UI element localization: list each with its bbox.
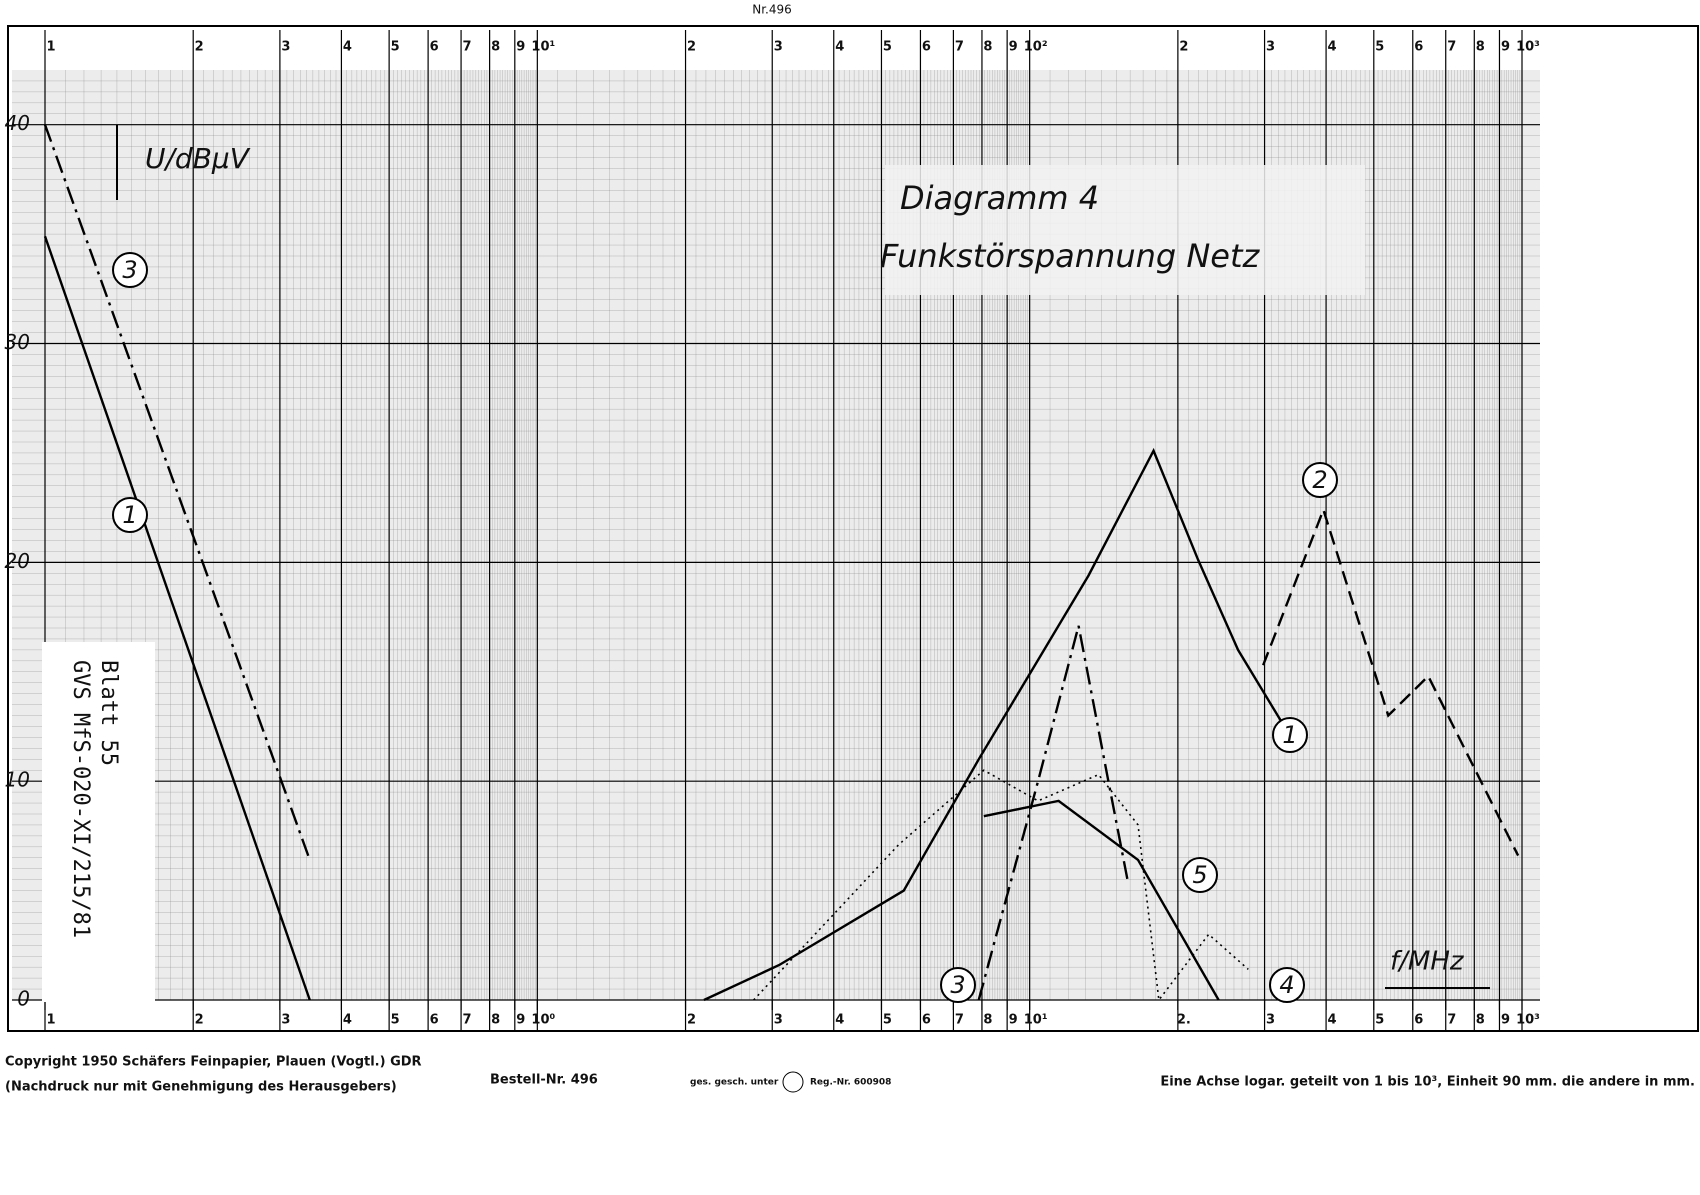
x-tick-label: 6 — [430, 40, 439, 55]
curve-label: 3 — [122, 256, 137, 284]
footer-copyright: Copyright 1950 Schäfers Feinpapier, Plau… — [5, 1055, 422, 1070]
x-tick-label: 7 — [1447, 1013, 1456, 1028]
x-tick-label: 5 — [1375, 1013, 1384, 1028]
chart-subtitle: Funkstörspannung Netz — [880, 237, 1261, 275]
stamp-line: GVS MfS-020-XI/215/81 — [68, 660, 93, 938]
curve — [43, 124, 1129, 1001]
x-tick-label: 3 — [281, 1013, 290, 1028]
header: Nr.496 — [752, 3, 792, 17]
footer-emblem — [782, 1071, 804, 1093]
x-tick-label: 2 — [687, 1013, 696, 1028]
x-tick-label: 8 — [983, 1013, 992, 1028]
curve-label: 3 — [950, 971, 965, 999]
x-tick-label: 4 — [835, 1013, 844, 1028]
x-tick-label: 9 — [1501, 1013, 1510, 1028]
curve-label: 1 — [1282, 721, 1297, 749]
x-tick-label: 1 — [46, 40, 55, 55]
curve-label: 1 — [122, 501, 137, 529]
curve — [43, 235, 1285, 1002]
x-tick-label: 7 — [955, 40, 964, 55]
x-axis-label: f/MHz — [1390, 947, 1465, 977]
x-tick-label: 2 — [1179, 40, 1188, 55]
x-tick-label: 6 — [430, 1013, 439, 1028]
x-tick-label: 4 — [1328, 40, 1337, 55]
x-tick-label: 3 — [774, 40, 783, 55]
x-tick-label: 3 — [774, 1013, 783, 1028]
x-tick-label: 4 — [1328, 1013, 1337, 1028]
x-tick-label: 9 — [516, 40, 525, 55]
x-tick-label: 2 — [195, 40, 204, 55]
x-tick-label: 7 — [463, 1013, 472, 1028]
curve-label-circle — [1272, 717, 1308, 753]
x-tick-label: 6 — [922, 40, 931, 55]
y-tick-label: 10 — [5, 768, 30, 792]
x-tick-label: 8 — [491, 1013, 500, 1028]
x-tick-label: 7 — [463, 40, 472, 55]
x-tick-label: 5 — [391, 1013, 400, 1028]
x-tick-label: 10⁰ — [531, 1013, 555, 1028]
x-tick-label: 4 — [343, 40, 352, 55]
x-tick-label: 5 — [1375, 40, 1384, 55]
x-tick-label: 10¹ — [531, 40, 555, 55]
plot: 1 1 2 3 3 4 5 — [43, 124, 1520, 1003]
x-tick-label: 1 — [46, 1013, 55, 1028]
footer-protected: ges. gesch. unter — [690, 1078, 779, 1088]
x-tick-label: 9 — [1009, 1013, 1018, 1028]
curve-label: 5 — [1192, 861, 1207, 889]
y-tick-label: 40 — [5, 111, 30, 135]
curve — [1262, 506, 1520, 857]
stamp-box — [42, 642, 155, 1002]
x-tick-label: 9 — [1501, 40, 1510, 55]
x-tick-label: 2 — [687, 40, 696, 55]
x-tick-label: 8 — [983, 40, 992, 55]
footer-reg: Reg.-Nr. 600908 — [810, 1078, 891, 1088]
x-tick-label: 5 — [391, 40, 400, 55]
x-tick-label: 9 — [1009, 40, 1018, 55]
curve-label-circle — [1302, 462, 1338, 498]
curve-label-circle — [1182, 857, 1218, 893]
x-tick-label: 5 — [883, 1013, 892, 1028]
y-tick-label: 0 — [17, 987, 30, 1011]
x-tick-label: 7 — [1447, 40, 1456, 55]
x-tick-label: 6 — [1414, 40, 1423, 55]
y-tick-label: 20 — [5, 549, 30, 573]
x-tick-label: 6 — [922, 1013, 931, 1028]
footer-order: Bestell-Nr. 496 — [490, 1073, 598, 1088]
curve-label: 2 — [1312, 466, 1327, 494]
x-tick-label: 8 — [1476, 1013, 1485, 1028]
x-tick-label: 3 — [1266, 1013, 1275, 1028]
x-tick-label: 8 — [491, 40, 500, 55]
y-tick-label: 30 — [5, 330, 30, 354]
x-tick-label: 8 — [1476, 40, 1485, 55]
y-axis-label: U/dBμV — [145, 142, 251, 175]
chart-title: Diagramm 4 — [900, 179, 1099, 217]
x-tick-label: 10³ — [1516, 40, 1540, 55]
curve-label-circle — [940, 967, 976, 1003]
x-tick-label: 4 — [835, 40, 844, 55]
title-box — [885, 165, 1365, 295]
x-tick-label: 10² — [1024, 40, 1048, 55]
x-tick-label: 5 — [883, 40, 892, 55]
footer-note: Eine Achse logar. geteilt von 1 bis 10³,… — [1160, 1075, 1695, 1090]
x-tick-label: 7 — [955, 1013, 964, 1028]
x-tick-label: 3 — [1266, 40, 1275, 55]
curve — [983, 799, 1220, 1001]
x-tick-label: 3 — [281, 40, 290, 55]
stamp-line: Blatt 55 — [96, 660, 121, 766]
x-tick-label: 10¹ — [1024, 1013, 1048, 1028]
curve-label-circle — [112, 252, 148, 288]
x-tick-label: 6 — [1414, 1013, 1423, 1028]
x-tick-label: 2. — [1177, 1013, 1191, 1028]
curve-label-circle — [112, 497, 148, 533]
curve-label: 4 — [1279, 971, 1294, 999]
x-tick-label: 9 — [516, 1013, 525, 1028]
paper-frame — [7, 25, 1699, 1032]
curve-label-circle — [1269, 967, 1305, 1003]
x-tick-label: 4 — [343, 1013, 352, 1028]
x-tick-label: 10³ — [1516, 1013, 1540, 1028]
footer-reprint: (Nachdruck nur mit Genehmigung des Herau… — [5, 1080, 397, 1095]
x-tick-label: 2 — [195, 1013, 204, 1028]
